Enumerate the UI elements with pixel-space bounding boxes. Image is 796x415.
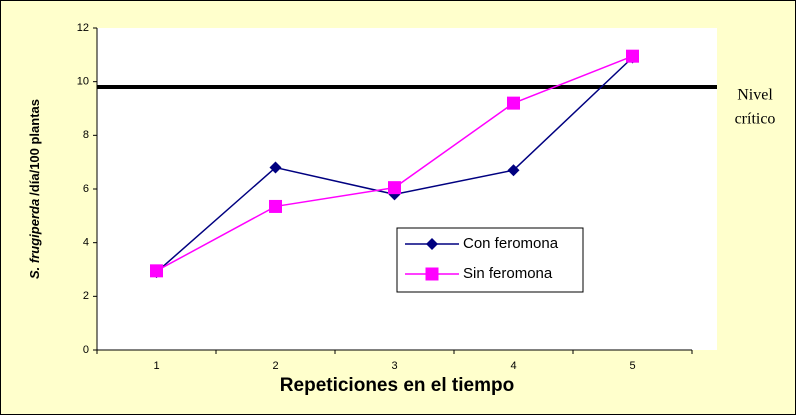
x-tick-label: 5 — [629, 360, 635, 372]
y-tick-label: 10 — [77, 76, 89, 88]
marker — [426, 238, 438, 250]
marker — [425, 267, 439, 281]
y-axis-label-italic: S. frugiperda — [27, 199, 42, 279]
x-tick-label: 1 — [153, 360, 159, 372]
x-tick-label: 3 — [391, 360, 397, 372]
y-tick-label: 6 — [83, 183, 89, 195]
legend-label: Sin feromona — [463, 265, 553, 282]
y-tick-label: 4 — [83, 237, 89, 249]
plot-area — [97, 28, 717, 350]
y-tick-label: 8 — [83, 129, 89, 141]
threshold-label: crítico — [735, 111, 776, 128]
y-tick-label: 0 — [83, 344, 89, 356]
marker — [626, 49, 639, 63]
marker — [269, 161, 282, 174]
marker — [507, 164, 520, 177]
y-tick-label: 2 — [83, 290, 89, 302]
x-tick-label: 2 — [272, 360, 278, 372]
x-axis-label: Repeticiones en el tiempo — [280, 375, 514, 396]
marker — [269, 199, 282, 213]
y-tick-label: 12 — [77, 22, 89, 34]
y-axis-label-rest: /día/100 plantas — [27, 99, 42, 196]
x-tick-label: 4 — [510, 360, 516, 372]
legend-label: Con feromona — [463, 235, 559, 252]
marker — [150, 264, 163, 278]
marker — [507, 96, 520, 110]
threshold-label: Nivel — [737, 87, 773, 104]
legend-box — [396, 227, 584, 293]
y-axis-label: S. frugiperda/día/100 plantas — [27, 99, 42, 279]
marker — [388, 181, 401, 195]
